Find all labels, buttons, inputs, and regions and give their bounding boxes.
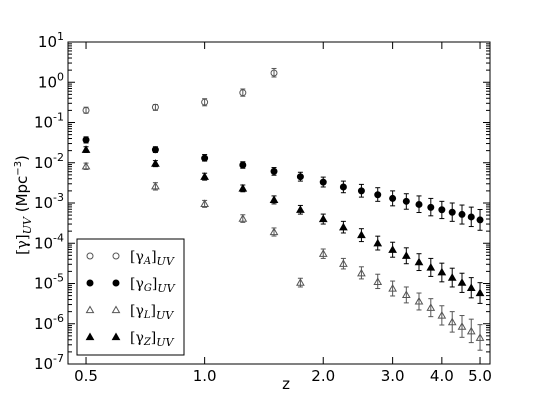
data-point xyxy=(238,183,248,192)
data-point xyxy=(374,191,382,199)
legend-marker xyxy=(86,279,94,287)
data-point xyxy=(476,216,484,224)
data-point xyxy=(402,197,410,205)
legend-marker xyxy=(112,279,120,287)
data-point xyxy=(81,145,91,153)
y-tick-label: 10-4 xyxy=(34,231,64,252)
data-point xyxy=(373,238,383,247)
data-point xyxy=(357,230,366,239)
data-point xyxy=(437,311,447,319)
data-point xyxy=(339,259,348,267)
data-point xyxy=(475,288,485,297)
data-point xyxy=(458,210,466,218)
y-tick-label: 101 xyxy=(38,30,64,51)
data-point xyxy=(201,98,209,106)
data-point xyxy=(388,284,397,292)
legend-marker xyxy=(111,332,121,341)
data-point xyxy=(339,222,348,231)
data-point xyxy=(357,268,366,277)
data-point xyxy=(82,106,90,114)
data-point xyxy=(270,69,278,77)
data-point xyxy=(296,278,305,286)
data-point xyxy=(457,278,467,286)
legend-label: [γL]UV xyxy=(130,303,174,322)
data-point xyxy=(447,273,457,281)
y-tick-label: 10-3 xyxy=(34,191,64,212)
data-point xyxy=(426,262,436,271)
data-point xyxy=(427,203,435,211)
y-tick-label: 10-7 xyxy=(34,352,64,373)
legend-label: [γA]UV xyxy=(130,249,175,268)
legend-label: [γG]UV xyxy=(130,276,176,295)
data-point xyxy=(151,146,159,154)
y-tick-label: 10-1 xyxy=(34,111,64,132)
legend-marker xyxy=(112,252,120,260)
data-point xyxy=(200,199,209,208)
legend-marker xyxy=(85,305,95,314)
data-point xyxy=(415,200,423,208)
data-point xyxy=(238,214,248,222)
data-point xyxy=(319,178,327,186)
data-point xyxy=(200,172,209,180)
data-point xyxy=(318,214,328,223)
data-markers xyxy=(81,69,485,341)
legend-marker xyxy=(111,305,121,314)
y-tick-label: 10-6 xyxy=(34,312,64,333)
x-tick-label: 5.0 xyxy=(468,367,492,385)
data-point xyxy=(475,333,485,341)
data-point xyxy=(438,206,446,214)
y-tick-label: 10-5 xyxy=(34,272,64,293)
x-axis-title: z xyxy=(282,375,290,393)
data-point xyxy=(414,296,424,305)
data-point xyxy=(401,251,411,259)
data-point xyxy=(296,173,304,181)
legend-marker xyxy=(85,332,95,341)
data-point xyxy=(82,136,90,144)
data-point xyxy=(357,187,365,195)
x-tick-label: 0.5 xyxy=(74,367,98,385)
data-point xyxy=(389,194,397,202)
data-point xyxy=(270,167,278,175)
data-point xyxy=(339,183,347,191)
data-point xyxy=(457,322,467,330)
data-point xyxy=(201,154,209,162)
data-point xyxy=(467,213,475,221)
x-tick-label: 3.0 xyxy=(381,367,405,385)
data-point xyxy=(151,181,160,190)
data-point xyxy=(426,303,436,311)
legend-marker xyxy=(86,252,94,260)
data-point xyxy=(466,283,476,291)
data-point xyxy=(269,227,279,236)
data-point xyxy=(373,277,383,285)
data-point xyxy=(269,195,279,203)
data-point xyxy=(151,159,160,167)
legend: [γA]UV [γG]UV [γL]UV [γZ]UV xyxy=(76,238,185,356)
data-point xyxy=(414,257,424,266)
data-point xyxy=(151,103,159,111)
data-point xyxy=(296,205,305,213)
data-point xyxy=(401,290,411,299)
y-axis-title: [γ]UV (Mpc−3) xyxy=(13,155,34,255)
legend-box xyxy=(76,238,185,356)
legend-label: [γZ]UV xyxy=(130,330,175,349)
data-point xyxy=(447,317,457,326)
data-point xyxy=(81,161,91,170)
data-point xyxy=(239,89,247,97)
data-point xyxy=(448,208,456,216)
data-point xyxy=(466,326,476,335)
data-point xyxy=(239,161,247,169)
data-point xyxy=(318,249,328,257)
data-point xyxy=(388,245,397,253)
y-tick-label: 10-2 xyxy=(34,151,64,172)
y-tick-label: 100 xyxy=(38,70,64,91)
x-tick-label: 1.0 xyxy=(193,367,217,385)
x-tick-label: 2.0 xyxy=(311,367,335,385)
data-point xyxy=(437,267,447,276)
svg-text:[γ]UV (Mpc−3): [γ]UV (Mpc−3) xyxy=(13,155,34,255)
x-tick-label: 4.0 xyxy=(430,367,454,385)
axis-ticks: 10-7 10-6 10-5 10-4 10-3 10-2 10-1 100 101 0.5 1.0… xyxy=(34,30,492,385)
